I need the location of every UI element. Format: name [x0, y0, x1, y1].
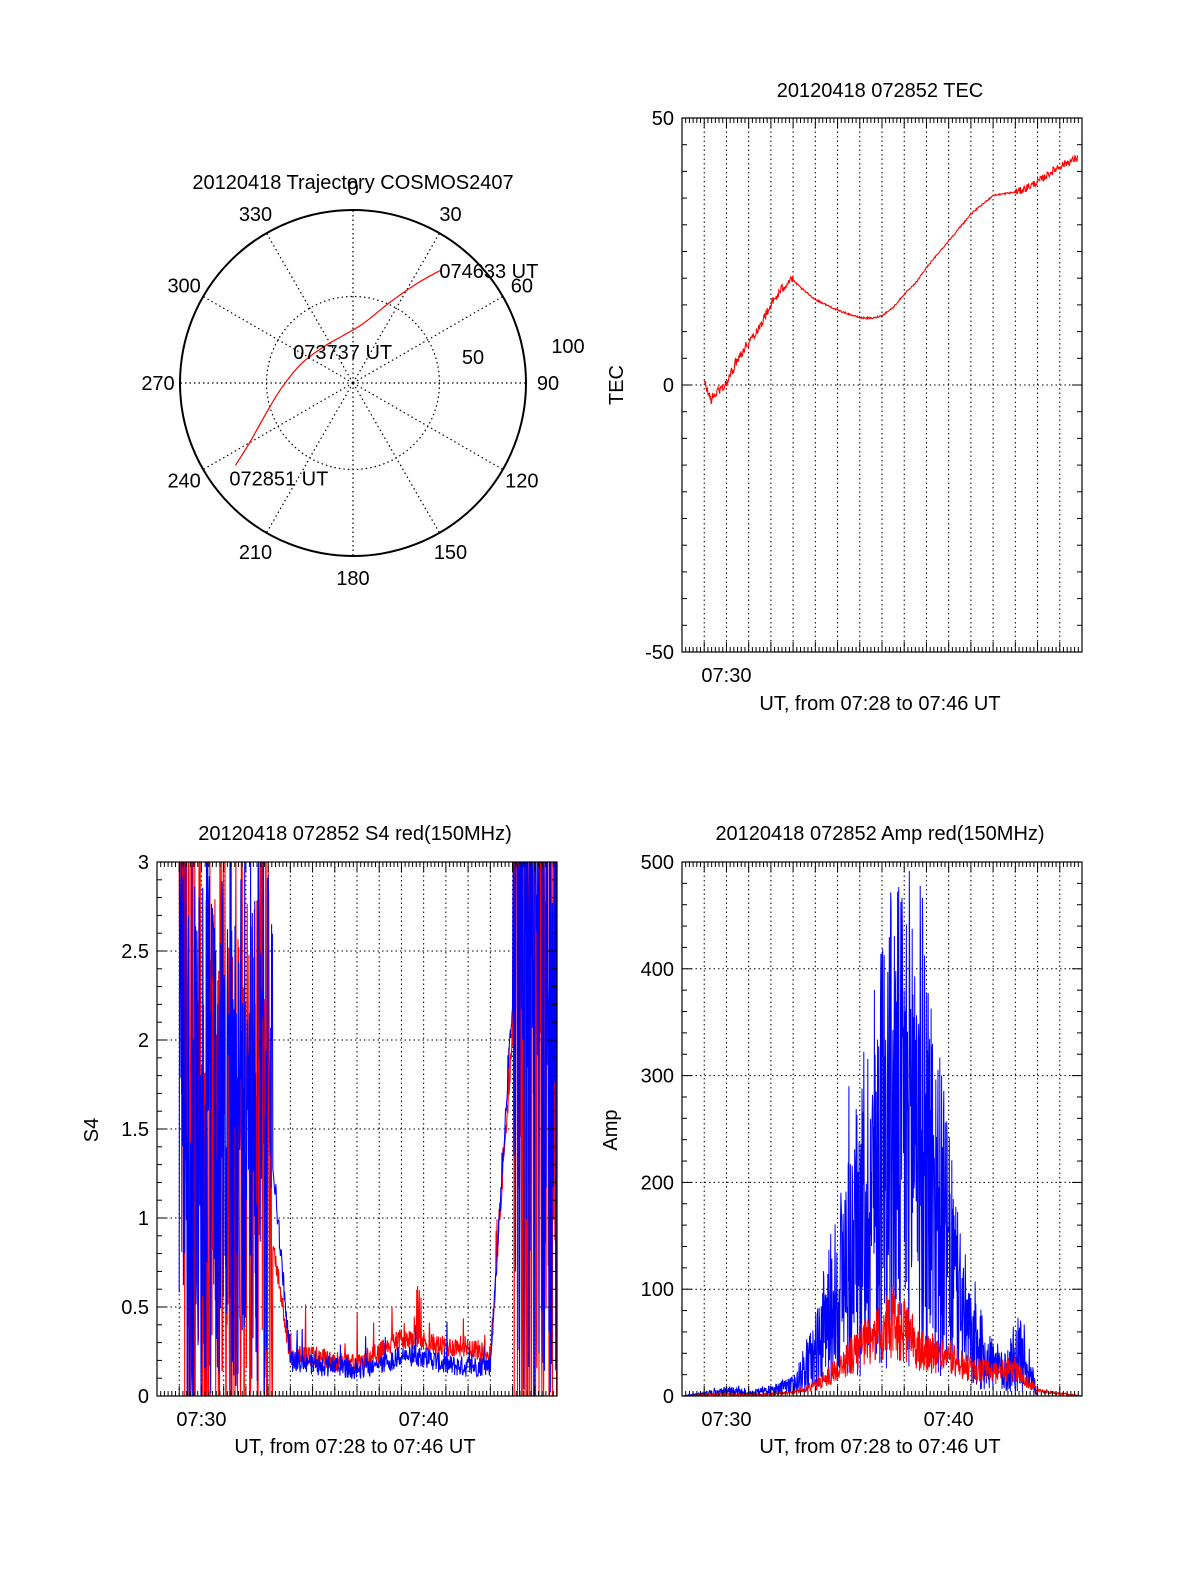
- tec-panel: 20120418 072852 TEC -50 0 50 07:30 UT, from…: [606, 80, 1083, 715]
- polar-labels: 0 30 60 90 120 150 180 210 240 270 300 330 50 100 0746…: [141, 178, 584, 590]
- x-tick-label: 07:30: [701, 665, 751, 687]
- s4-ylabel: S4: [81, 1118, 103, 1142]
- y-tick-label: 0.5: [121, 1297, 149, 1319]
- y-tick-label: 0: [663, 1386, 674, 1408]
- y-tick-label: 50: [652, 108, 674, 130]
- y-tick-label: 1.5: [121, 1119, 149, 1141]
- polar-grid-spoke: [352, 232, 441, 384]
- series-line: [703, 154, 1079, 405]
- polar-outer-circle: [179, 209, 527, 557]
- y-tick-label: 500: [641, 852, 674, 874]
- polar-title: 20120418 Trajectory COSMOS2407: [192, 172, 513, 194]
- tec-title: 20120418 072852 TEC: [777, 80, 983, 102]
- polar-grid-spoke: [265, 382, 354, 534]
- polar-grid-spoke: [202, 382, 354, 471]
- polar-angle-tick-label: 210: [239, 542, 272, 564]
- y-tick-label: 1: [138, 1208, 149, 1230]
- series-line: [178, 861, 558, 1397]
- amp-xlabel: UT, from 07:28 to 07:46 UT: [759, 1436, 1000, 1458]
- x-tick-label: 07:30: [176, 1409, 226, 1431]
- y-tick-label: 2.5: [121, 941, 149, 963]
- y-tick-label: 0: [663, 375, 674, 397]
- s4-title: 20120418 072852 S4 red(150MHz): [198, 823, 512, 845]
- y-tick-label: 400: [641, 959, 674, 981]
- polar-grid-spoke: [352, 382, 504, 471]
- polar-angle-tick-label: 330: [239, 204, 272, 226]
- polar-angle-tick-label: 240: [167, 471, 200, 493]
- y-tick-label: 3: [138, 852, 149, 874]
- amp-title: 20120418 072852 Amp red(150MHz): [715, 823, 1044, 845]
- polar-angle-tick-label: 270: [141, 373, 174, 395]
- polar-radial-tick-label: 50: [462, 347, 484, 369]
- polar-angle-tick-label: 0: [347, 178, 358, 200]
- y-tick-label: 100: [641, 1279, 674, 1301]
- x-tick-label: 07:30: [701, 1409, 751, 1431]
- s4-axes: 0 0.5 1 1.5 2 2.5 3 07:30 07:40: [121, 852, 558, 1431]
- tec-axes: -50 0 50 07:30: [645, 108, 1083, 687]
- x-tick-label: 07:40: [924, 1409, 974, 1431]
- polar-time-annotation: 072851 UT: [229, 468, 328, 490]
- polar-angle-tick-label: 120: [505, 471, 538, 493]
- tec-ylabel: TEC: [606, 365, 628, 405]
- polar-radial-tick-label: 100: [551, 336, 584, 358]
- y-tick-label: 0: [138, 1386, 149, 1408]
- polar-trajectory-panel: 20120418 Trajectory COSMOS2407 0 30 60 90 12…: [141, 172, 584, 590]
- s4-xlabel: UT, from 07:28 to 07:46 UT: [234, 1436, 475, 1458]
- polar-grid-spoke: [352, 295, 504, 384]
- polar-trajectory-line: [234, 269, 442, 466]
- tec-grid: [682, 118, 1082, 652]
- s4-panel: 20120418 072852 S4 red(150MHz) 0 0.5 1 1.5 2…: [81, 823, 558, 1458]
- y-tick-label: 200: [641, 1172, 674, 1194]
- tec-xlabel: UT, from 07:28 to 07:46 UT: [759, 693, 1000, 715]
- polar-grid-spoke: [352, 382, 441, 534]
- polar-angle-tick-label: 180: [336, 568, 369, 590]
- x-tick-label: 07:40: [399, 1409, 449, 1431]
- polar-angle-tick-label: 90: [537, 373, 559, 395]
- tec-series: [703, 154, 1079, 405]
- amp-axes: 0 100 200 300 400 500 07:30 07:40: [641, 852, 1083, 1431]
- y-tick-label: 300: [641, 1066, 674, 1088]
- y-tick-label: -50: [645, 642, 674, 664]
- polar-time-annotation: 073737 UT: [293, 342, 392, 364]
- polar-series: [234, 269, 442, 466]
- polar-grid: [179, 209, 527, 557]
- polar-grid-spoke: [265, 232, 354, 384]
- amp-ylabel: Amp: [600, 1109, 622, 1150]
- y-tick-label: 2: [138, 1030, 149, 1052]
- polar-angle-tick-label: 300: [167, 276, 200, 298]
- polar-grid-spoke: [202, 295, 354, 384]
- polar-angle-tick-label: 60: [511, 276, 533, 298]
- amp-panel: 20120418 072852 Amp red(150MHz) 0 100 200 3…: [600, 823, 1083, 1458]
- polar-time-annotation: 074633 UT: [439, 261, 538, 283]
- polar-angle-tick-label: 150: [434, 542, 467, 564]
- polar-angle-tick-label: 30: [439, 204, 461, 226]
